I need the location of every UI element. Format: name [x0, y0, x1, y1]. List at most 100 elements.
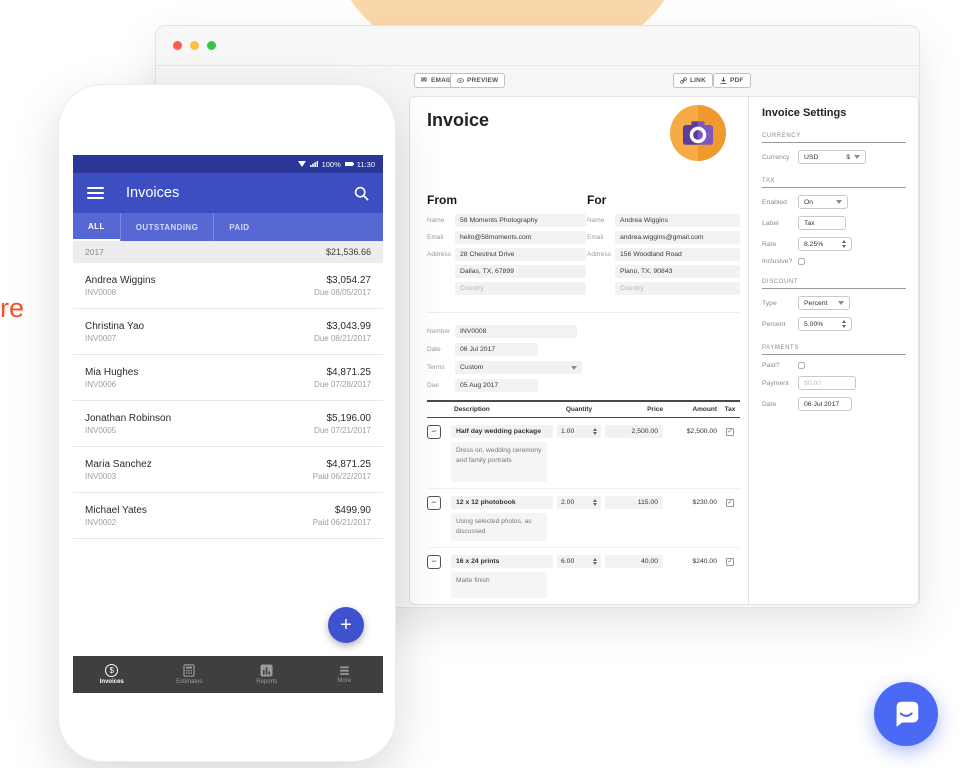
battery-icon [344, 161, 355, 167]
menu-icon[interactable] [87, 186, 104, 200]
download-icon [720, 77, 727, 84]
discount-section-label: DISCOUNT [762, 279, 906, 289]
list-item[interactable]: Mia Hughes INV0006 $4,871.25 Due 07/28/201… [73, 355, 383, 401]
year-label: 2017 [85, 247, 104, 257]
list-item[interactable]: Michael Yates INV0002 $499.90 Paid 06/21/2… [73, 493, 383, 539]
tax-checkbox[interactable]: ✓ [726, 428, 734, 436]
calculator-icon [183, 664, 195, 677]
remove-row-button[interactable]: − [427, 496, 441, 510]
signal-icon [309, 161, 318, 167]
invoice-meta: Number INV0008 Date 06 Jul 2017 Terms Custo… [427, 325, 740, 392]
table-row: − 16 x 24 prints Matte finish 6.00 40.00… [427, 548, 740, 604]
from-section: From Name 58 Moments Photography Email hel… [427, 193, 586, 299]
stepper-arrows-icon[interactable] [593, 498, 597, 507]
link-button[interactable]: LINK [673, 73, 713, 88]
terms-select[interactable]: Custom [455, 361, 582, 374]
price-field[interactable]: 2,500.00 [605, 425, 663, 438]
list-item[interactable]: Jonathan Robinson INV0005 $5,196.00 Due 07… [73, 401, 383, 447]
price-field[interactable]: 40.00 [605, 555, 663, 568]
nav-invoices[interactable]: $ Invoices [99, 664, 124, 685]
tax-checkbox[interactable]: ✓ [726, 499, 734, 507]
tax-rate-stepper[interactable]: 8.25% [798, 237, 852, 251]
tab-outstanding[interactable]: OUTSTANDING [119, 213, 213, 241]
quantity-stepper[interactable]: 2.00 [557, 496, 601, 509]
minimize-window-icon[interactable] [190, 41, 199, 50]
year-summary-row: 2017 $21,536.66 [73, 241, 383, 263]
stepper-arrows-icon[interactable] [842, 240, 846, 248]
invoice-date-field[interactable]: 06 Jul 2017 [455, 343, 538, 356]
from-email-field[interactable]: hello@58moments.com [455, 231, 586, 244]
due-date-field[interactable]: 05 Aug 2017 [455, 379, 538, 392]
description-field[interactable]: Half day wedding package [451, 425, 553, 438]
chevron-down-icon [854, 155, 860, 159]
currency-select[interactable]: USD $ [798, 150, 866, 164]
settings-title: Invoice Settings [762, 107, 847, 119]
stepper-arrows-icon[interactable] [593, 427, 597, 436]
pdf-button[interactable]: PDF [713, 73, 751, 88]
for-name-field[interactable]: Andrea Wiggins [614, 214, 740, 227]
list-item[interactable]: Maria Sanchez INV0003 $4,871.25 Paid 06/22… [73, 447, 383, 493]
currency-section-label: CURRENCY [762, 133, 906, 143]
tax-inclusive-checkbox[interactable] [798, 258, 805, 265]
nav-reports[interactable]: Reports [228, 656, 306, 693]
from-country-field[interactable]: Country [455, 282, 586, 295]
quantity-stepper[interactable]: 1.00 [557, 425, 601, 438]
list-item[interactable]: Andrea Wiggins INV0008 $3,054.27 Due 08/05… [73, 263, 383, 309]
search-icon[interactable] [354, 186, 369, 201]
amount-value: $240.00 [692, 558, 717, 565]
year-total: $21,536.66 [325, 247, 371, 257]
payment-date-field[interactable]: 06 Jul 2017 [798, 397, 852, 411]
chat-widget-button[interactable] [874, 682, 938, 746]
preview-button[interactable]: PREVIEW [450, 73, 506, 88]
quantity-stepper[interactable]: 6.00 [557, 555, 601, 568]
payment-amount-field[interactable]: $0.00 [798, 376, 856, 390]
chat-bubble-icon [896, 701, 919, 727]
status-bar: 100% 11:30 [73, 155, 383, 173]
email-button[interactable]: ✉ EMAIL [414, 73, 460, 88]
close-window-icon[interactable] [173, 41, 182, 50]
add-invoice-button[interactable]: + [328, 607, 364, 643]
nav-estimates[interactable]: Estimates [151, 656, 229, 693]
invoice-number-field[interactable]: INV0008 [455, 325, 577, 338]
amount-value: $230.00 [692, 499, 717, 506]
for-email-field[interactable]: andrea.wiggins@gmail.com [614, 231, 740, 244]
description-field[interactable]: 12 x 12 photobook [451, 496, 553, 509]
zoom-window-icon[interactable] [207, 41, 216, 50]
table-row: − Half day wedding package Dress on, wed… [427, 418, 740, 489]
tax-label-field[interactable]: Tax [798, 216, 846, 230]
stepper-arrows-icon[interactable] [593, 557, 597, 566]
for-section: For Name Andrea Wiggins Email andrea.wiggi… [587, 193, 740, 299]
wifi-icon [297, 161, 306, 167]
for-country-field[interactable]: Country [614, 282, 740, 295]
list-item[interactable]: Christina Yao INV0007 $3,043.99 Due 08/21/… [73, 309, 383, 355]
from-name-field[interactable]: 58 Moments Photography [455, 214, 586, 227]
link-icon [680, 77, 687, 84]
notes-field[interactable]: Matte finish [451, 572, 547, 598]
cutoff-heading-text: re [0, 293, 25, 323]
remove-row-button[interactable]: − [427, 555, 441, 569]
notes-field[interactable]: Using selected photos, as discussed [451, 513, 547, 541]
for-address2-field[interactable]: Plano, TX, 90843 [614, 265, 740, 278]
tab-all[interactable]: ALL [73, 213, 120, 241]
from-address1-field[interactable]: 28 Chestnut Drive [455, 248, 586, 261]
discount-type-select[interactable]: Percent [798, 296, 850, 310]
app-title: Invoices [126, 185, 180, 201]
stepper-arrows-icon[interactable] [842, 320, 846, 328]
price-field[interactable]: 115.00 [605, 496, 663, 509]
section-divider [427, 312, 740, 313]
tax-checkbox[interactable]: ✓ [726, 558, 734, 566]
tab-paid[interactable]: PAID [213, 213, 264, 241]
description-field[interactable]: 16 x 24 prints [451, 555, 553, 568]
envelope-icon: ✉ [421, 77, 428, 84]
paid-checkbox[interactable] [798, 362, 805, 369]
nav-more[interactable]: More [306, 656, 384, 693]
company-logo [670, 105, 726, 161]
battery-percent: 100% [321, 159, 341, 169]
notes-field[interactable]: Dress on, wedding ceremony and family po… [451, 442, 547, 482]
from-address2-field[interactable]: Dallas, TX, 67899 [455, 265, 586, 278]
remove-row-button[interactable]: − [427, 425, 441, 439]
discount-percent-stepper[interactable]: 5.00% [798, 317, 852, 331]
chevron-down-icon [571, 365, 577, 370]
for-address1-field[interactable]: 156 Woodland Road [614, 248, 740, 261]
tax-enabled-select[interactable]: On [798, 195, 848, 209]
